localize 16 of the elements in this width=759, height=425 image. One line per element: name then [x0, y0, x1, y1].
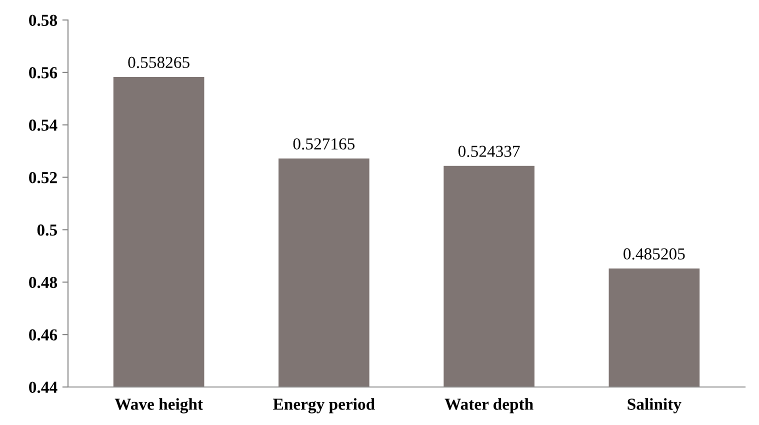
y-tick-label: 0.56	[29, 67, 58, 78]
y-tick-label: 0.5	[37, 224, 57, 236]
y-tick-label: 0.44	[29, 382, 58, 394]
y-tick-label: 0.46	[29, 329, 58, 341]
x-tick-label: Salinity	[628, 398, 682, 414]
x-tick-label: Water depth	[444, 398, 534, 414]
data-label: 0.485205	[624, 248, 685, 260]
y-tick-label: 0.52	[29, 172, 57, 184]
data-label: 0.524337	[458, 146, 520, 158]
y-tick-label: 0.54	[29, 120, 58, 131]
y-tick-label: 0.58	[29, 14, 58, 26]
y-tick-label: 0.48	[29, 276, 58, 288]
data-label: 0.527165	[293, 138, 355, 150]
x-tick-label: Energy period	[273, 398, 375, 414]
data-label: 0.558265	[128, 56, 190, 68]
x-tick-label: Wave height	[114, 398, 203, 414]
